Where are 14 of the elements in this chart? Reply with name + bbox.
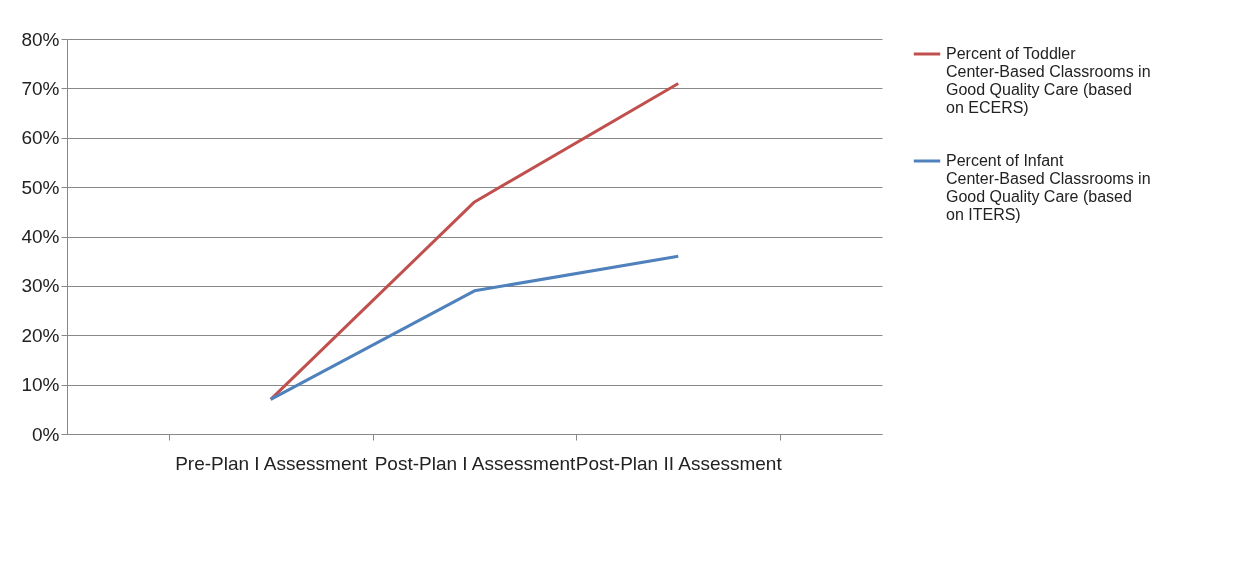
- y-tick-label: 60%: [21, 127, 60, 149]
- x-tick-label: Post-Plan II Assessment: [575, 452, 783, 474]
- y-tick-label: 10%: [21, 374, 60, 396]
- y-tick-label: 80%: [21, 28, 60, 50]
- y-tick-label: 20%: [21, 324, 60, 346]
- legend-label: Percent of Infant Center-Based Classrooms in Good Quality Care (based on ITERS): [946, 152, 1151, 223]
- y-tick-label: 40%: [21, 226, 60, 247]
- y-tick-label: 50%: [21, 176, 60, 198]
- y-tick-label: 0%: [32, 423, 60, 445]
- x-tick-label: Pre-Plan I Assessment: [175, 452, 369, 474]
- y-tick-label: 70%: [21, 77, 60, 99]
- x-tick-label: Post-Plan I Assessment: [374, 452, 577, 474]
- y-tick-label: 30%: [21, 275, 60, 297]
- legend-label: Percent of Toddler Center-Based Classrooms in Good Quality Care (based on ECERS): [946, 45, 1151, 116]
